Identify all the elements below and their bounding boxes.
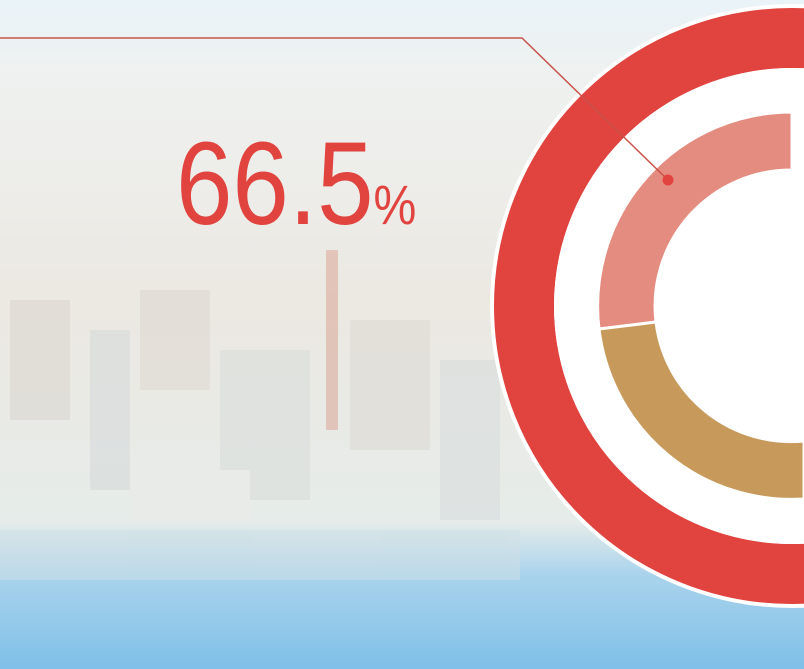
headline-unit: %	[374, 175, 417, 237]
infographic: 66.5%	[0, 0, 804, 669]
headline-number: 66.5	[176, 118, 374, 250]
leader-dot	[663, 175, 674, 186]
page: {"headline": {"number": "66.5", "unit": …	[0, 0, 804, 669]
